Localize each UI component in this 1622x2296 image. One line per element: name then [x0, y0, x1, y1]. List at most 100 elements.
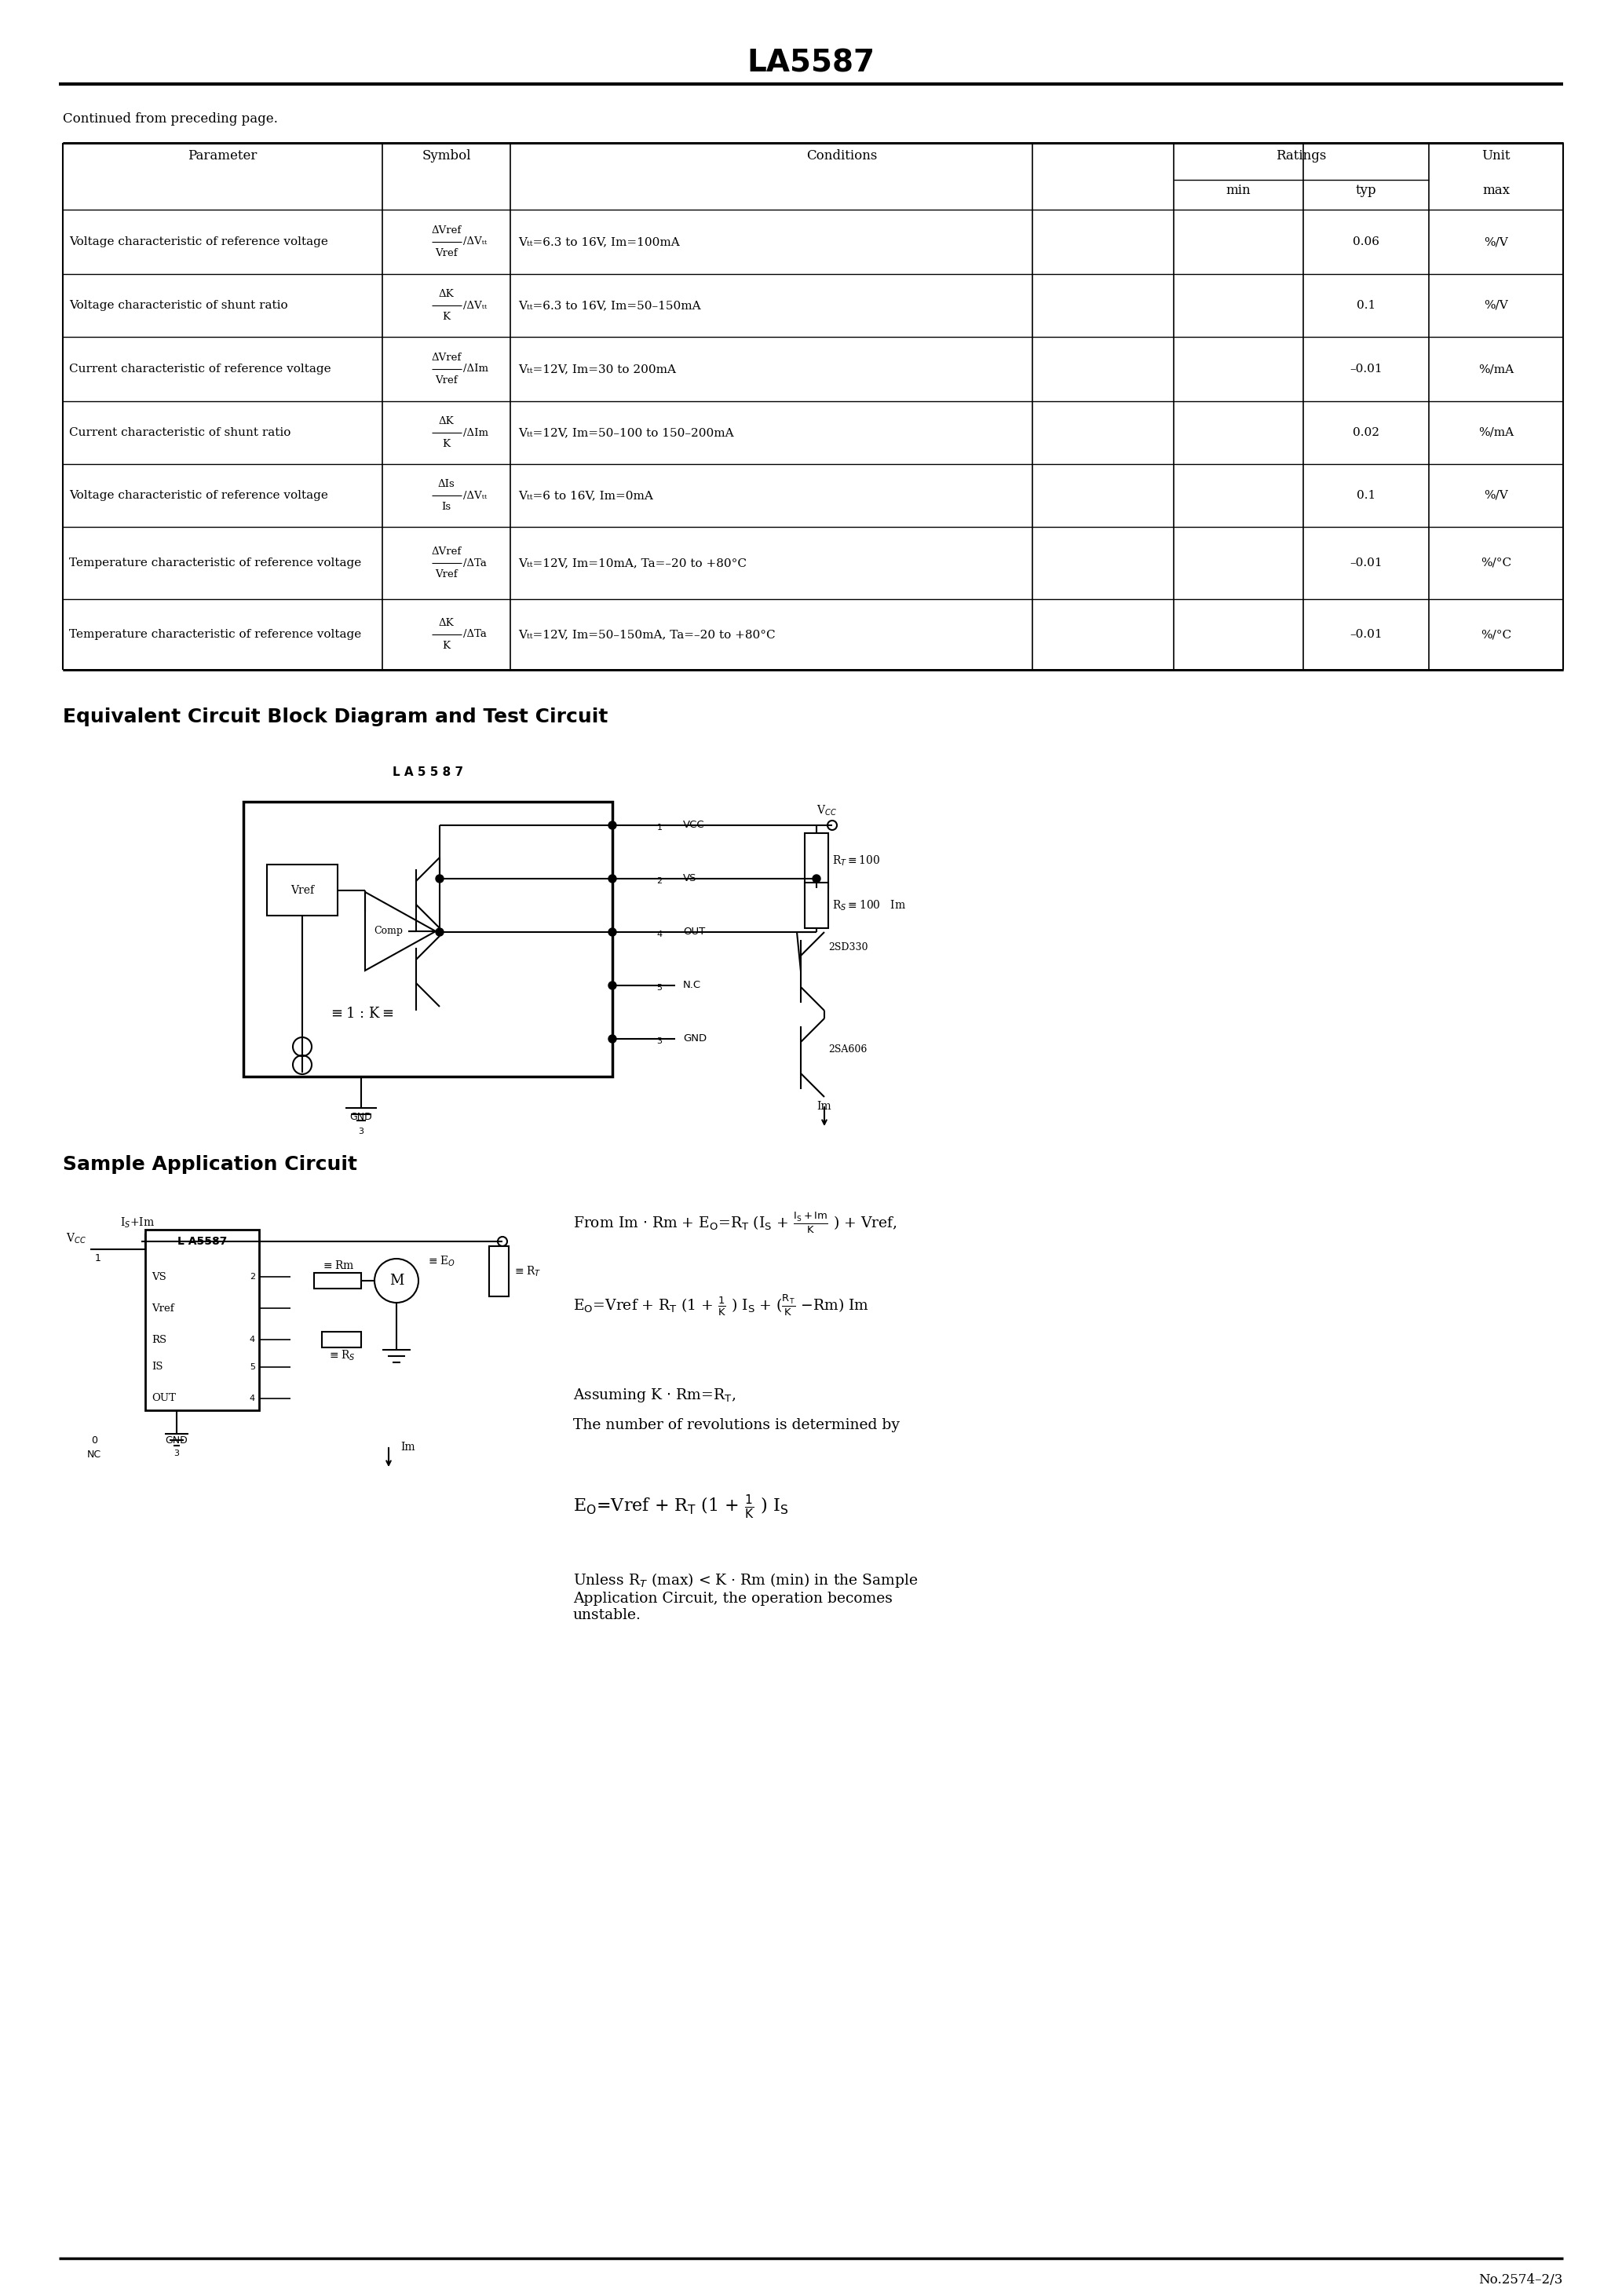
Bar [243, 801, 613, 1077]
Text: OUT: OUT [151, 1394, 175, 1403]
Text: RS: RS [151, 1334, 167, 1345]
Text: R$_S$$\equiv$100   Im: R$_S$$\equiv$100 Im [832, 898, 907, 912]
Text: VS: VS [151, 1272, 165, 1281]
Text: E$_\mathrm{O}$=Vref + R$_\mathrm{T}$ (1 + $\frac{1}{\mathrm{K}}$ ) I$_\mathrm{S}: E$_\mathrm{O}$=Vref + R$_\mathrm{T}$ (1 … [573, 1293, 869, 1318]
Text: Symbol: Symbol [422, 149, 470, 163]
Bar [146, 1231, 260, 1410]
Text: I$_S$+Im: I$_S$+Im [120, 1217, 154, 1231]
Text: 5: 5 [657, 985, 662, 992]
Text: Vₜₜ=6.3 to 16V, Im=50–150mA: Vₜₜ=6.3 to 16V, Im=50–150mA [517, 301, 701, 310]
Text: typ: typ [1356, 184, 1377, 197]
Text: M: M [389, 1274, 404, 1288]
Text: Vₜₜ=12V, Im=30 to 200mA: Vₜₜ=12V, Im=30 to 200mA [517, 363, 676, 374]
Text: 2: 2 [250, 1272, 255, 1281]
Text: 0.1: 0.1 [1356, 301, 1375, 310]
Text: E$_\mathrm{O}$=Vref + R$_\mathrm{T}$ (1 + $\frac{1}{\mathrm{K}}$ ) I$_\mathrm{S}: E$_\mathrm{O}$=Vref + R$_\mathrm{T}$ (1 … [573, 1492, 788, 1520]
Text: GND: GND [683, 1033, 707, 1045]
Text: 2SD330: 2SD330 [829, 944, 868, 953]
Text: Vₜₜ=12V, Im=50–150mA, Ta=–20 to +80°C: Vₜₜ=12V, Im=50–150mA, Ta=–20 to +80°C [517, 629, 775, 641]
Circle shape [608, 980, 616, 990]
Text: %/V: %/V [1484, 236, 1508, 248]
Text: /ΔIm: /ΔIm [464, 427, 488, 439]
Text: VS: VS [683, 872, 697, 884]
Text: From Im $\cdot$ Rm + E$_\mathrm{O}$=R$_\mathrm{T}$ (I$_\mathrm{S}$ + $\frac{\mat: From Im $\cdot$ Rm + E$_\mathrm{O}$=R$_\… [573, 1210, 897, 1235]
Text: Current characteristic of shunt ratio: Current characteristic of shunt ratio [70, 427, 290, 439]
Text: max: max [1483, 184, 1510, 197]
Text: GND: GND [350, 1111, 373, 1123]
Text: Equivalent Circuit Block Diagram and Test Circuit: Equivalent Circuit Block Diagram and Tes… [63, 707, 608, 726]
Text: $\equiv$Rm: $\equiv$Rm [321, 1261, 354, 1272]
Text: %/V: %/V [1484, 489, 1508, 501]
Text: L A 5 5 8 7: L A 5 5 8 7 [393, 767, 464, 778]
Text: Voltage characteristic of reference voltage: Voltage characteristic of reference volt… [70, 489, 328, 501]
Text: Parameter: Parameter [188, 149, 258, 163]
Text: 3: 3 [657, 1038, 662, 1045]
Text: –0.01: –0.01 [1350, 629, 1382, 641]
Text: Unless R$_T$ (max) < K · Rm (min) in the Sample
Application Circuit, the operati: Unless R$_T$ (max) < K · Rm (min) in the… [573, 1570, 918, 1621]
Text: LA5587: LA5587 [748, 48, 874, 78]
Text: min: min [1226, 184, 1251, 197]
Text: %/mA: %/mA [1478, 427, 1513, 439]
Text: Current characteristic of reference voltage: Current characteristic of reference volt… [70, 363, 331, 374]
Text: 3: 3 [358, 1127, 363, 1137]
Text: Vₜₜ=6 to 16V, Im=0mA: Vₜₜ=6 to 16V, Im=0mA [517, 489, 654, 501]
Text: $\equiv$E$_O$: $\equiv$E$_O$ [427, 1254, 456, 1267]
Text: /ΔVₜₜ: /ΔVₜₜ [464, 491, 487, 501]
Text: ΔIs: ΔIs [438, 480, 454, 489]
Text: N.C: N.C [683, 980, 701, 990]
Text: 4: 4 [250, 1394, 255, 1403]
Text: NC: NC [88, 1449, 101, 1460]
Text: Comp: Comp [375, 925, 404, 937]
Text: Vref: Vref [435, 248, 457, 259]
Circle shape [608, 875, 616, 882]
Text: No.2574–2/3: No.2574–2/3 [1479, 2273, 1564, 2287]
Text: ΔK: ΔK [438, 289, 454, 298]
Text: Is: Is [441, 503, 451, 512]
Text: Ratings: Ratings [1277, 149, 1327, 163]
Text: GND: GND [165, 1435, 188, 1446]
Polygon shape [365, 893, 436, 971]
Text: /ΔIm: /ΔIm [464, 365, 488, 374]
Text: Vref: Vref [151, 1304, 174, 1313]
Text: Unit: Unit [1481, 149, 1510, 163]
Text: K: K [443, 312, 451, 321]
Text: R$_T$$\equiv$100: R$_T$$\equiv$100 [832, 854, 881, 868]
Text: L A5587: L A5587 [177, 1235, 227, 1247]
Text: V$_{CC}$: V$_{CC}$ [67, 1231, 86, 1244]
Bar [490, 1247, 509, 1297]
Text: %/V: %/V [1484, 301, 1508, 310]
Text: V$_{CC}$: V$_{CC}$ [816, 804, 837, 817]
Text: /ΔVₜₜ: /ΔVₜₜ [464, 236, 487, 248]
Circle shape [608, 928, 616, 937]
Text: ΔVref: ΔVref [431, 225, 461, 236]
Text: %/mA: %/mA [1478, 363, 1513, 374]
Text: –0.01: –0.01 [1350, 558, 1382, 569]
Text: K: K [443, 439, 451, 450]
Bar [321, 1332, 362, 1348]
Text: Voltage characteristic of reference voltage: Voltage characteristic of reference volt… [70, 236, 328, 248]
Circle shape [813, 875, 821, 882]
Text: Temperature characteristic of reference voltage: Temperature characteristic of reference … [70, 558, 362, 569]
Text: 1: 1 [96, 1254, 101, 1263]
Text: VCC: VCC [683, 820, 704, 831]
Text: 2: 2 [657, 877, 662, 884]
Text: Vₜₜ=6.3 to 16V, Im=100mA: Vₜₜ=6.3 to 16V, Im=100mA [517, 236, 680, 248]
Text: Conditions: Conditions [806, 149, 878, 163]
Circle shape [436, 928, 443, 937]
Bar [805, 882, 829, 928]
Text: 1: 1 [657, 824, 662, 831]
Text: 2SA606: 2SA606 [829, 1045, 868, 1054]
Text: ΔK: ΔK [438, 618, 454, 629]
Text: Im: Im [817, 1100, 832, 1111]
Text: ΔVref: ΔVref [431, 546, 461, 556]
Text: ΔK: ΔK [438, 416, 454, 427]
Text: /ΔVₜₜ: /ΔVₜₜ [464, 301, 487, 310]
Bar [268, 866, 337, 916]
Text: Voltage characteristic of shunt ratio: Voltage characteristic of shunt ratio [70, 301, 287, 310]
Text: K: K [443, 641, 451, 652]
Text: /ΔTa: /ΔTa [464, 629, 487, 641]
Text: Vref: Vref [290, 884, 315, 895]
Text: OUT: OUT [683, 928, 706, 937]
Text: 0.06: 0.06 [1353, 236, 1379, 248]
Text: 4: 4 [250, 1336, 255, 1343]
